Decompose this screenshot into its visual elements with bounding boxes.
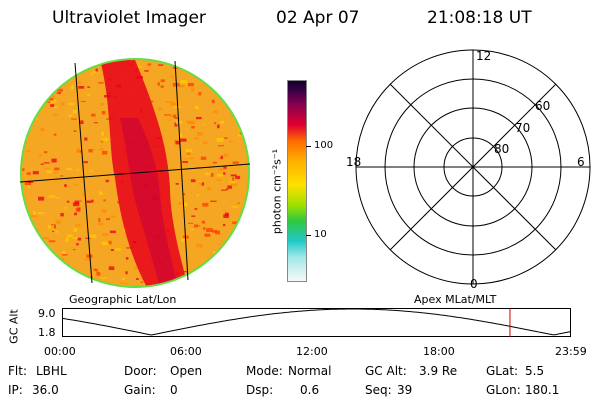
status-flt-value: LBHL [36, 364, 67, 378]
apex-projection-label: Apex MLat/MLT [414, 293, 497, 306]
status-ip-value: 36.0 [32, 383, 59, 397]
time-tick-2359: 23:59 [555, 345, 587, 358]
altitude-axis-label: GC Alt [7, 309, 21, 344]
status-gcalt-label: GC Alt: [365, 364, 407, 378]
status-dsp-label: Dsp: [246, 383, 274, 397]
time-tick-0000: 00:00 [44, 345, 76, 358]
time-tick-1200: 12:00 [296, 345, 328, 358]
time-tick-1800: 18:00 [423, 345, 455, 358]
altitude-curve [62, 308, 571, 336]
colorbar-tick-10: 10 [314, 229, 327, 240]
colorbar [287, 80, 307, 282]
status-dsp-value: 0.6 [300, 383, 320, 397]
uv-image [19, 58, 251, 288]
altitude-tick-min: 1.8 [38, 326, 56, 339]
status-door-value: Open [170, 364, 203, 378]
status-gcalt-value: 3.9 Re [419, 364, 458, 378]
status-gain-value: 0 [170, 383, 178, 397]
colorbar-unit-label: photon cm⁻²s⁻¹ [270, 148, 284, 235]
status-flt-label: Flt: [8, 364, 27, 378]
geographic-projection-label: Geographic Lat/Lon [69, 293, 177, 306]
mlt-label-6: 6 [577, 155, 585, 169]
polar-plot: 12 18 6 0 60 70 80 [346, 49, 591, 291]
mlt-label-12: 12 [476, 49, 491, 63]
status-glon-value: 180.1 [525, 383, 560, 397]
altitude-tick-max: 9.0 [38, 307, 56, 320]
status-gain-label: Gain: [124, 383, 156, 397]
lat-label-60: 60 [535, 99, 550, 113]
status-ip-label: IP: [8, 383, 23, 397]
geographic-grid [19, 60, 251, 284]
lat-label-70: 70 [515, 121, 530, 135]
mlt-label-18: 18 [346, 155, 361, 169]
status-mode-label: Mode: [246, 364, 283, 378]
status-mode-value: Normal [288, 364, 332, 378]
status-glat-value: 5.5 [525, 364, 545, 378]
time-tick-0600: 06:00 [170, 345, 202, 358]
altitude-plot [62, 308, 571, 337]
status-glon-label: GLon: [486, 383, 521, 397]
status-seq-value: 39 [397, 383, 413, 397]
instrument-title: Ultraviolet Imager [52, 8, 206, 28]
emission-band [98, 60, 190, 286]
observation-date: 02 Apr 07 [276, 8, 360, 28]
observation-time: 21:08:18 UT [427, 8, 532, 28]
status-glat-label: GLat: [486, 364, 519, 378]
status-seq-label: Seq: [365, 383, 392, 397]
lat-label-80: 80 [494, 142, 509, 156]
mlt-label-0: 0 [470, 277, 478, 291]
status-door-label: Door: [124, 364, 157, 378]
colorbar-tick-100: 100 [314, 140, 334, 151]
